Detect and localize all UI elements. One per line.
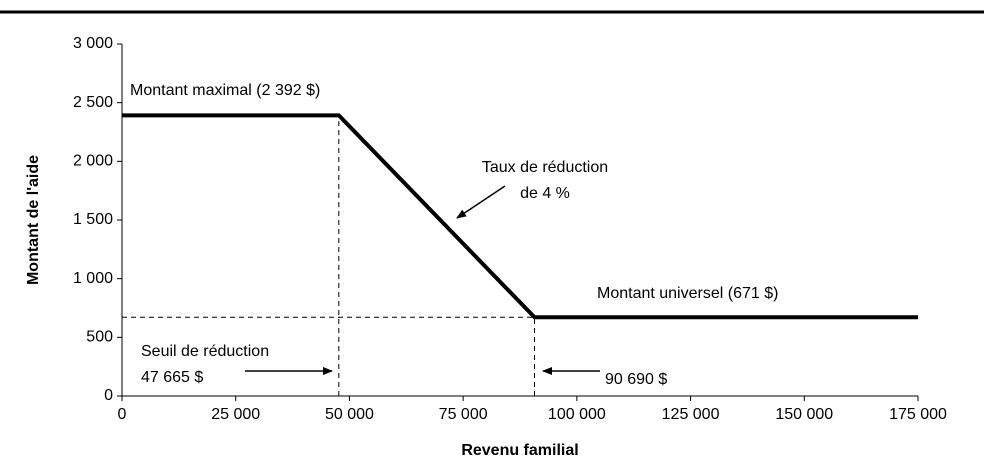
annotation: Montant maximal (2 392 $) (130, 82, 320, 99)
arrow (456, 185, 506, 219)
x-tick-label: 125 000 (662, 406, 720, 423)
annotation: de 4 % (520, 185, 570, 202)
x-tick-label: 25 000 (211, 406, 260, 423)
line-series (122, 113, 918, 320)
y-tick-label: 500 (86, 329, 113, 346)
annotation: Montant universel (671 $) (597, 285, 778, 302)
annotation: Seuil de réduction (141, 343, 269, 360)
x-axis-label: Revenu familial (461, 442, 578, 459)
y-tick-label: 3 000 (73, 35, 113, 52)
annotation: 90 690 $ (605, 371, 667, 388)
y-tick-label: 2 000 (73, 153, 113, 170)
x-tick-label: 0 (118, 406, 127, 423)
x-tick-label: 50 000 (325, 406, 374, 423)
annotation: Taux de réduction (482, 159, 608, 176)
x-tick-label: 100 000 (548, 406, 606, 423)
y-tick-label: 2 500 (73, 94, 113, 111)
y-axis-label: Montant de l'aide (25, 155, 42, 285)
x-tick-label: 150 000 (775, 406, 833, 423)
y-tick-label: 1 000 (73, 270, 113, 287)
y-tick-label: 0 (104, 387, 113, 404)
y-tick-label: 1 500 (73, 211, 113, 228)
annotation: 47 665 $ (141, 369, 203, 386)
x-tick-label: 175 000 (889, 406, 947, 423)
x-tick-label: 75 000 (439, 406, 488, 423)
